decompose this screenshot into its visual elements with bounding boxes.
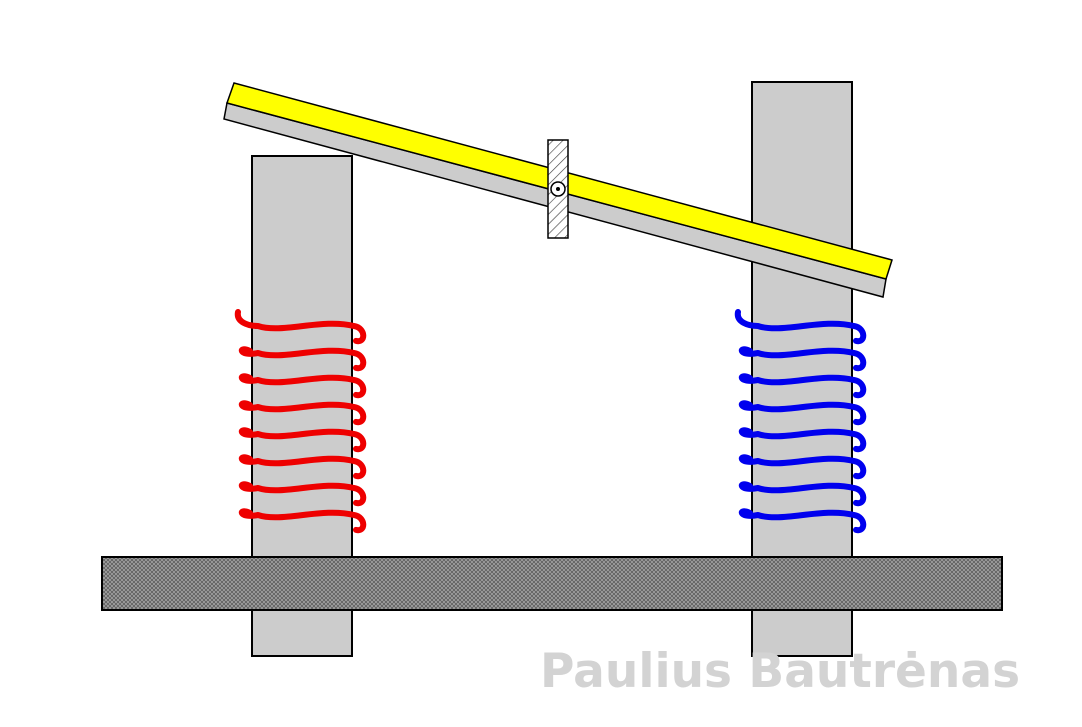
author-watermark: Paulius Bautrėnas (540, 644, 1021, 699)
pivot (547, 139, 569, 239)
base-plate (101, 556, 1003, 611)
right-coil (734, 309, 867, 534)
left-coil (234, 309, 367, 534)
pivot-pin-center (556, 187, 560, 191)
